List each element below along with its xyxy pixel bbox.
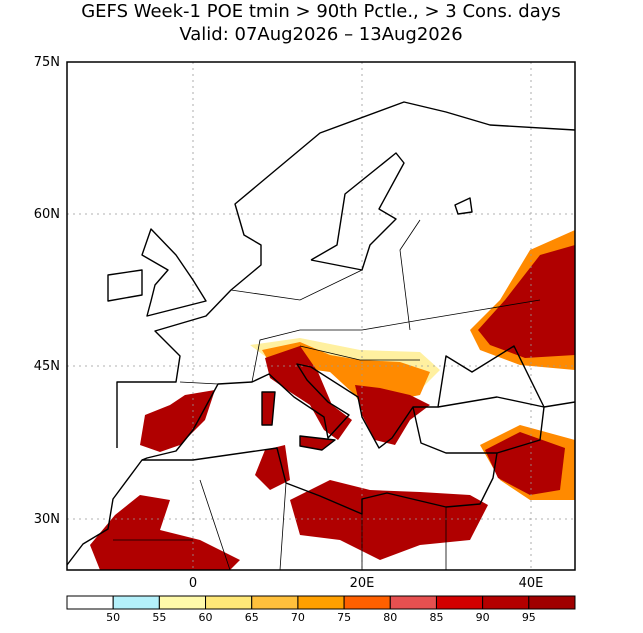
colorbar-label: 95: [522, 611, 536, 624]
colorbar-box: [389, 595, 437, 610]
colorbar-box: [435, 595, 484, 610]
lat-label: 30N: [34, 512, 60, 527]
colorbar-label: 50: [106, 611, 120, 624]
coastlines: [67, 101, 575, 566]
map-frame: [66, 61, 576, 571]
axis-labels: 75N 60N 45N 30N 0 20E 40E: [34, 55, 544, 591]
lat-label: 60N: [34, 207, 60, 222]
lon-label: 0: [189, 576, 197, 591]
colorbar-label: 80: [383, 611, 397, 624]
colorbar-box: [66, 595, 114, 610]
colorbar-label: 65: [245, 611, 259, 624]
colorbar-label: 90: [476, 611, 490, 624]
heat-areas: [90, 230, 575, 570]
colorbar-label: 55: [152, 611, 166, 624]
colorbar-label: 60: [199, 611, 213, 624]
colorbar: 50 55 60 65 70 75 80 85 90 95: [66, 595, 576, 624]
colorbar-box: [112, 595, 160, 610]
graticule: [67, 62, 575, 570]
colorbar-box: [205, 595, 253, 610]
lon-label: 40E: [519, 576, 544, 591]
colorbar-label: 70: [291, 611, 305, 624]
colorbar-box: [297, 595, 345, 610]
borders: [113, 219, 541, 570]
colorbar-label: 85: [429, 611, 443, 624]
colorbar-box: [158, 595, 207, 610]
lat-label: 45N: [34, 359, 60, 374]
lat-label: 75N: [34, 55, 60, 70]
subtitle: Valid: 07Aug2026 – 13Aug2026: [179, 24, 462, 45]
colorbar-label: 75: [337, 611, 351, 624]
colorbar-box: [482, 595, 530, 610]
title: GEFS Week-1 POE tmin > 90th Pctle., > 3 …: [81, 1, 561, 22]
lon-label: 20E: [350, 576, 375, 591]
map: [66, 61, 576, 571]
colorbar-box: [528, 595, 576, 610]
colorbar-box: [251, 595, 299, 610]
colorbar-box: [343, 595, 391, 610]
